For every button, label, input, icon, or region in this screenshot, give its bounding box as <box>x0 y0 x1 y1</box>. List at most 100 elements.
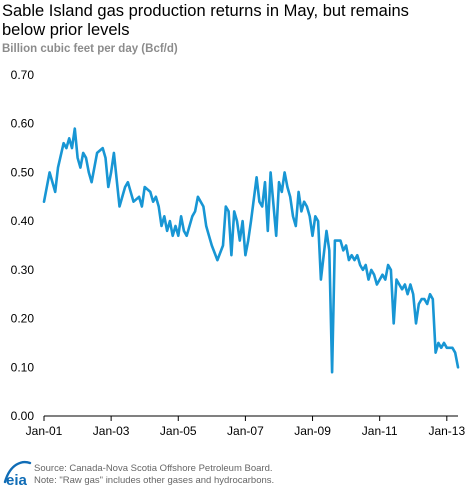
data-point <box>202 205 205 208</box>
source-text: Source: Canada-Nova Scotia Offshore Petr… <box>34 463 273 474</box>
data-point <box>244 254 247 257</box>
data-point <box>185 234 188 237</box>
data-point <box>448 347 451 349</box>
data-point <box>205 225 208 227</box>
data-point <box>269 171 272 174</box>
data-point <box>418 303 420 305</box>
data-point <box>457 366 459 369</box>
data-point <box>71 147 73 149</box>
data-point <box>230 254 233 257</box>
data-point <box>211 244 213 247</box>
data-point <box>280 191 283 193</box>
data-point <box>317 220 319 222</box>
data-point <box>110 171 112 174</box>
eia-logo-icon: eia <box>3 460 32 488</box>
data-point <box>208 234 210 237</box>
data-point <box>311 234 314 237</box>
data-point <box>401 288 403 291</box>
data-point <box>258 200 261 203</box>
data-point <box>227 210 230 213</box>
data-point <box>194 210 196 213</box>
data-point <box>141 205 143 208</box>
data-point <box>328 249 331 252</box>
x-tick-label: Jan-09 <box>294 424 331 438</box>
data-point <box>183 230 185 232</box>
svg-text:eia: eia <box>6 472 28 488</box>
data-point <box>359 264 361 266</box>
x-tick-label: Jan-11 <box>362 424 398 438</box>
y-tick-label: 0.10 <box>11 360 35 374</box>
data-point <box>239 239 241 242</box>
data-point <box>325 230 328 232</box>
data-point <box>118 205 121 208</box>
data-point <box>82 152 84 154</box>
data-point <box>353 259 356 261</box>
data-point <box>451 347 454 349</box>
data-point <box>96 152 98 154</box>
data-point <box>241 220 244 222</box>
data-point <box>54 191 56 193</box>
data-point <box>289 195 291 198</box>
data-point <box>155 195 157 198</box>
data-point <box>356 254 359 257</box>
chart-title-line-2: below prior levels <box>2 21 130 39</box>
note-text: Note: "Raw gas" includes other gases and… <box>34 475 275 486</box>
data-point <box>348 259 350 261</box>
data-point <box>174 225 177 227</box>
data-point <box>152 200 154 203</box>
data-point <box>264 181 266 183</box>
data-point <box>342 249 345 252</box>
data-point <box>446 347 448 349</box>
data-point <box>236 220 238 222</box>
series-line-raw-gas <box>42 127 460 374</box>
data-point <box>101 147 104 149</box>
data-point <box>85 157 87 159</box>
data-point <box>90 181 93 183</box>
data-point <box>216 259 219 261</box>
data-point <box>197 195 199 198</box>
data-point <box>350 254 353 257</box>
series-layer <box>42 127 460 374</box>
data-point <box>166 230 168 232</box>
data-point <box>381 273 384 276</box>
data-point <box>177 234 180 237</box>
data-point <box>104 157 107 159</box>
data-point <box>367 278 370 281</box>
data-point <box>79 166 82 169</box>
data-point <box>392 322 395 325</box>
data-point <box>143 186 146 188</box>
chart-footer: eia Source: Canada-Nova Scotia Offshore … <box>0 458 468 488</box>
y-tick-label: 0.70 <box>11 68 35 82</box>
data-point <box>138 195 140 198</box>
data-point <box>314 215 317 218</box>
data-point <box>306 205 308 208</box>
x-tick-label: Jan-13 <box>428 424 465 438</box>
data-point <box>225 205 227 208</box>
data-point <box>454 351 457 354</box>
data-point <box>68 137 70 140</box>
data-point <box>406 293 409 296</box>
data-point <box>432 298 434 300</box>
data-point <box>191 215 194 218</box>
data-point <box>233 210 236 213</box>
data-point <box>376 283 378 286</box>
y-tick-label: 0.00 <box>11 409 35 423</box>
data-point <box>43 200 45 203</box>
data-point <box>65 147 68 149</box>
data-point <box>62 142 65 144</box>
data-point <box>149 191 152 193</box>
data-point <box>163 215 166 218</box>
data-point <box>384 278 387 281</box>
data-point <box>292 215 294 218</box>
data-point <box>334 239 336 242</box>
data-point <box>275 234 277 237</box>
data-point <box>300 210 303 213</box>
data-point <box>132 200 135 203</box>
data-point <box>73 127 76 130</box>
data-point <box>180 215 182 218</box>
data-point <box>345 244 347 247</box>
data-point <box>420 298 423 300</box>
data-point <box>294 225 297 227</box>
data-point <box>157 205 160 208</box>
data-point <box>370 269 373 271</box>
